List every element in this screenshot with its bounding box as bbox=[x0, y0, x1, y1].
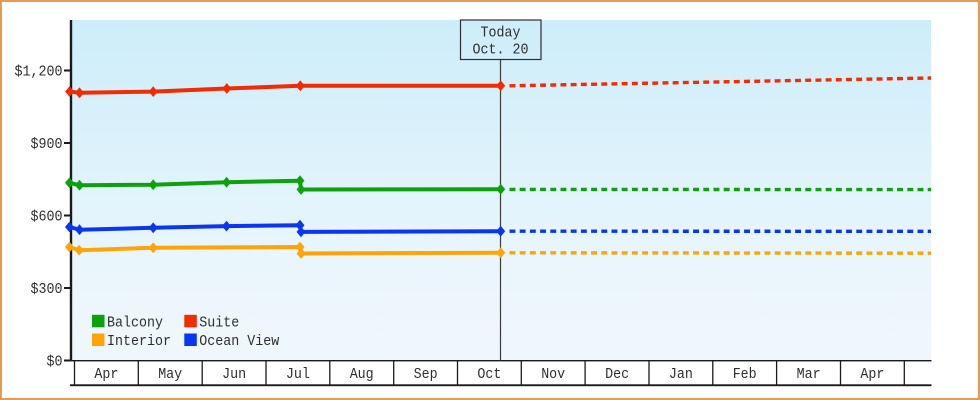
svg-text:$300: $300 bbox=[31, 282, 63, 298]
svg-text:Nov: Nov bbox=[541, 367, 565, 383]
svg-text:Aug: Aug bbox=[350, 367, 374, 383]
svg-text:Ocean View: Ocean View bbox=[199, 334, 279, 350]
svg-text:Today: Today bbox=[481, 26, 521, 42]
svg-text:Jan: Jan bbox=[669, 367, 693, 383]
svg-text:Feb: Feb bbox=[733, 367, 757, 383]
svg-text:$600: $600 bbox=[31, 210, 63, 226]
svg-text:Jun: Jun bbox=[222, 367, 246, 383]
svg-text:Balcony: Balcony bbox=[107, 316, 163, 332]
svg-text:$0: $0 bbox=[47, 355, 63, 371]
svg-text:May: May bbox=[158, 367, 182, 383]
svg-text:$900: $900 bbox=[31, 137, 63, 153]
svg-text:$1,200: $1,200 bbox=[15, 65, 63, 81]
svg-text:Mar: Mar bbox=[797, 367, 821, 383]
svg-text:Interior: Interior bbox=[107, 334, 171, 350]
svg-text:Dec: Dec bbox=[605, 367, 629, 383]
svg-text:Oct: Oct bbox=[477, 367, 501, 383]
svg-text:Apr: Apr bbox=[860, 367, 884, 383]
svg-text:Jul: Jul bbox=[286, 367, 310, 383]
svg-text:Apr: Apr bbox=[94, 367, 118, 383]
svg-text:Oct. 20: Oct. 20 bbox=[473, 43, 529, 59]
svg-text:Suite: Suite bbox=[199, 316, 239, 332]
svg-text:Sep: Sep bbox=[414, 367, 438, 383]
